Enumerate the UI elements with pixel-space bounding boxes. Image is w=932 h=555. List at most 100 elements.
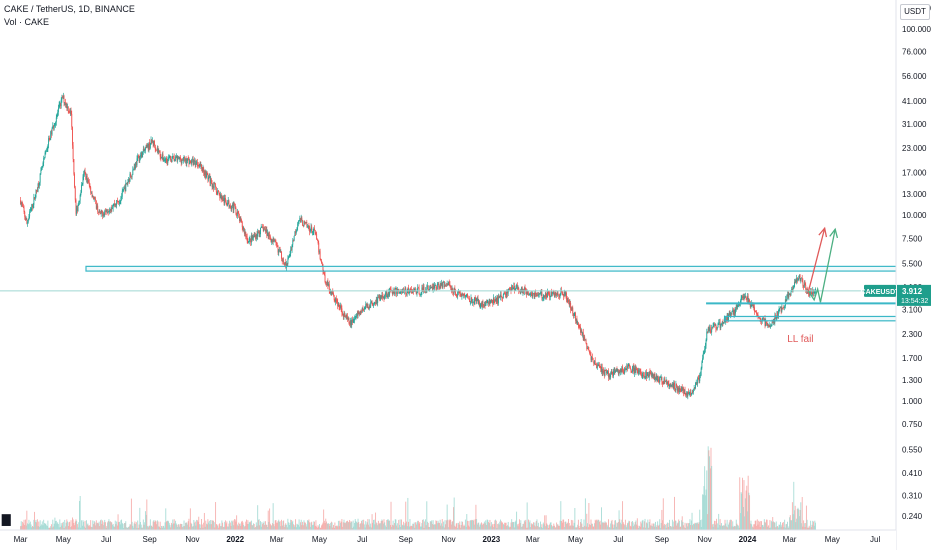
candle-body [391,290,393,295]
candle-body [187,158,189,160]
volume-bar [361,520,362,530]
volume-bar [95,525,97,530]
volume-bar [812,520,814,530]
candle-body [663,379,665,385]
candle-body [690,394,692,396]
volume-bar [514,521,516,530]
volume-bar [748,492,750,530]
candle-body [534,292,536,297]
candle-body [667,382,669,384]
time-tick-label: Sep [655,535,670,544]
volume-bar [678,519,680,530]
volume-bar [109,521,111,530]
candle-body [133,169,134,171]
volume-bar [626,527,628,530]
candle-body [57,107,59,113]
candle-body [734,310,736,314]
volume-bar [203,512,205,530]
volume-bar [514,527,515,530]
volume-bar [375,512,377,530]
candle-body [496,296,498,303]
candle-body [376,299,378,303]
volume-bar [752,527,754,530]
volume-bar [554,527,556,530]
volume-bar [744,498,746,530]
volume-bar [363,519,365,530]
volume-bar [728,524,729,530]
candle-body [360,310,362,312]
volume-bar [294,524,296,530]
candle-body [159,150,160,152]
volume-bar [362,523,364,530]
price-tick-label: 100.000 [902,25,931,34]
volume-bar [196,520,198,530]
candle-body [436,288,438,290]
candle-body [295,229,297,233]
volume-bar [107,522,108,530]
volume-bar [156,524,158,530]
volume-bar [354,522,355,530]
volume-bar [507,521,509,530]
volume-bar [81,525,83,530]
candle-body [591,357,593,360]
volume-bar [565,523,567,530]
volume-bar [173,523,174,530]
volume-bar [500,520,502,530]
currency-button[interactable]: USDT [900,4,930,20]
volume-bar [622,522,624,530]
volume-bar [163,525,165,530]
candle-body [607,371,609,373]
tradingview-logo-icon[interactable]: ▇ [2,514,11,526]
candle-body [314,228,315,231]
candle-body [113,203,115,206]
candle-body [598,364,600,367]
candle-body [154,145,156,150]
volume-bar [218,524,220,530]
candle-body [361,311,362,313]
volume-bar [596,519,598,530]
volume-bar [336,525,338,530]
candle-body [316,234,318,240]
volume-bar [208,522,210,530]
volume-bar [468,521,470,530]
volume-bar [57,522,59,530]
volume-bar [666,523,668,530]
candle-body [196,161,198,166]
candle-body [750,304,752,307]
volume-bar [549,524,551,530]
volume-bar [309,526,311,530]
candle-body [81,184,83,193]
volume-bar [46,525,48,530]
volume-bar [642,519,644,530]
volume-bar [148,525,150,530]
volume-bar [62,521,64,530]
candle-body [704,345,706,350]
candle-body [195,163,197,166]
candle-body [171,156,173,163]
candle-body [625,368,627,371]
volume-bar [459,521,461,530]
volume-bar [747,511,748,530]
volume-bar [499,521,501,530]
candle-body [537,293,539,297]
candle-body [650,373,652,375]
candle-body [604,369,606,376]
volume-bar [252,525,254,530]
volume-bar [523,520,525,530]
candle-body [135,162,137,169]
candle-body [142,148,144,152]
candle-body [711,327,713,328]
candle-body [459,292,461,294]
volume-bar [308,519,310,530]
volume-bar [312,524,314,530]
volume-bar [725,526,727,530]
volume-bar [619,519,621,530]
candle-body [59,103,61,105]
candle-body [582,332,584,336]
volume-bar [40,525,42,530]
volume-bar [413,522,415,530]
volume-bar [786,523,788,530]
volume-bar [803,520,805,530]
